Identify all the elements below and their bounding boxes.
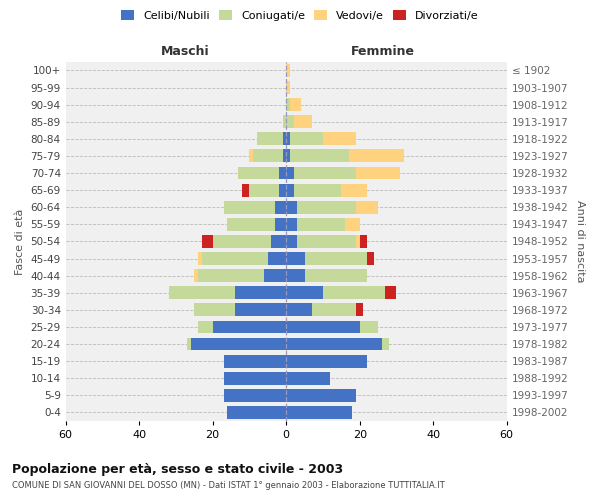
Bar <box>224 372 286 384</box>
Bar <box>356 235 360 248</box>
Bar <box>202 252 268 265</box>
Bar <box>312 304 356 316</box>
Bar <box>286 372 331 384</box>
Bar <box>212 235 271 248</box>
Bar <box>286 98 290 111</box>
Text: Popolazione per età, sesso e stato civile - 2003: Popolazione per età, sesso e stato civil… <box>12 462 343 475</box>
Bar <box>293 116 312 128</box>
Bar <box>283 116 286 128</box>
Bar <box>283 132 286 145</box>
Bar <box>250 150 253 162</box>
Bar <box>275 201 286 213</box>
Bar <box>286 338 382 350</box>
Bar <box>286 150 290 162</box>
Bar <box>198 269 264 282</box>
Bar <box>286 184 293 196</box>
Bar <box>224 354 286 368</box>
Bar <box>286 286 323 299</box>
Bar <box>385 286 397 299</box>
Bar <box>367 252 374 265</box>
Bar <box>293 184 341 196</box>
Bar <box>191 338 286 350</box>
Bar <box>238 166 279 179</box>
Bar <box>286 269 305 282</box>
Bar <box>202 235 212 248</box>
Bar <box>286 218 297 230</box>
Bar <box>290 98 301 111</box>
Bar <box>356 166 400 179</box>
Bar <box>323 286 385 299</box>
Bar <box>212 320 286 334</box>
Bar <box>286 354 367 368</box>
Bar <box>290 150 349 162</box>
Bar <box>169 286 235 299</box>
Bar <box>305 252 367 265</box>
Bar <box>349 150 404 162</box>
Text: COMUNE DI SAN GIOVANNI DEL DOSSO (MN) - Dati ISTAT 1° gennaio 2003 - Elaborazion: COMUNE DI SAN GIOVANNI DEL DOSSO (MN) - … <box>12 481 445 490</box>
Bar <box>235 304 286 316</box>
Bar <box>286 389 356 402</box>
Bar <box>297 201 356 213</box>
Bar <box>286 406 352 419</box>
Bar <box>286 132 290 145</box>
Legend: Celibi/Nubili, Coniugati/e, Vedovi/e, Divorziati/e: Celibi/Nubili, Coniugati/e, Vedovi/e, Di… <box>117 6 483 25</box>
Bar <box>242 184 250 196</box>
Bar <box>286 116 293 128</box>
Bar <box>323 132 356 145</box>
Bar <box>227 406 286 419</box>
Bar <box>224 389 286 402</box>
Bar <box>198 320 212 334</box>
Bar <box>286 304 312 316</box>
Y-axis label: Anni di nascita: Anni di nascita <box>575 200 585 282</box>
Bar <box>305 269 367 282</box>
Bar <box>345 218 360 230</box>
Bar <box>198 252 202 265</box>
Bar <box>187 338 191 350</box>
Text: Femmine: Femmine <box>351 46 415 59</box>
Bar <box>286 201 297 213</box>
Bar <box>279 166 286 179</box>
Bar <box>283 150 286 162</box>
Bar <box>286 235 297 248</box>
Bar <box>268 252 286 265</box>
Bar <box>290 132 323 145</box>
Bar <box>293 166 356 179</box>
Bar <box>194 269 198 282</box>
Bar <box>224 201 275 213</box>
Bar <box>356 201 378 213</box>
Bar <box>356 304 364 316</box>
Bar <box>253 150 283 162</box>
Bar <box>297 218 345 230</box>
Bar <box>286 64 290 77</box>
Bar <box>194 304 235 316</box>
Text: Maschi: Maschi <box>160 46 209 59</box>
Bar <box>257 132 283 145</box>
Bar <box>275 218 286 230</box>
Bar <box>286 252 305 265</box>
Bar <box>271 235 286 248</box>
Bar <box>360 320 378 334</box>
Y-axis label: Fasce di età: Fasce di età <box>15 208 25 274</box>
Bar <box>286 320 360 334</box>
Bar <box>341 184 367 196</box>
Bar <box>264 269 286 282</box>
Bar <box>227 218 275 230</box>
Bar <box>360 235 367 248</box>
Bar <box>297 235 356 248</box>
Bar <box>382 338 389 350</box>
Bar <box>286 81 290 94</box>
Bar <box>279 184 286 196</box>
Bar <box>250 184 279 196</box>
Bar <box>235 286 286 299</box>
Bar <box>286 166 293 179</box>
